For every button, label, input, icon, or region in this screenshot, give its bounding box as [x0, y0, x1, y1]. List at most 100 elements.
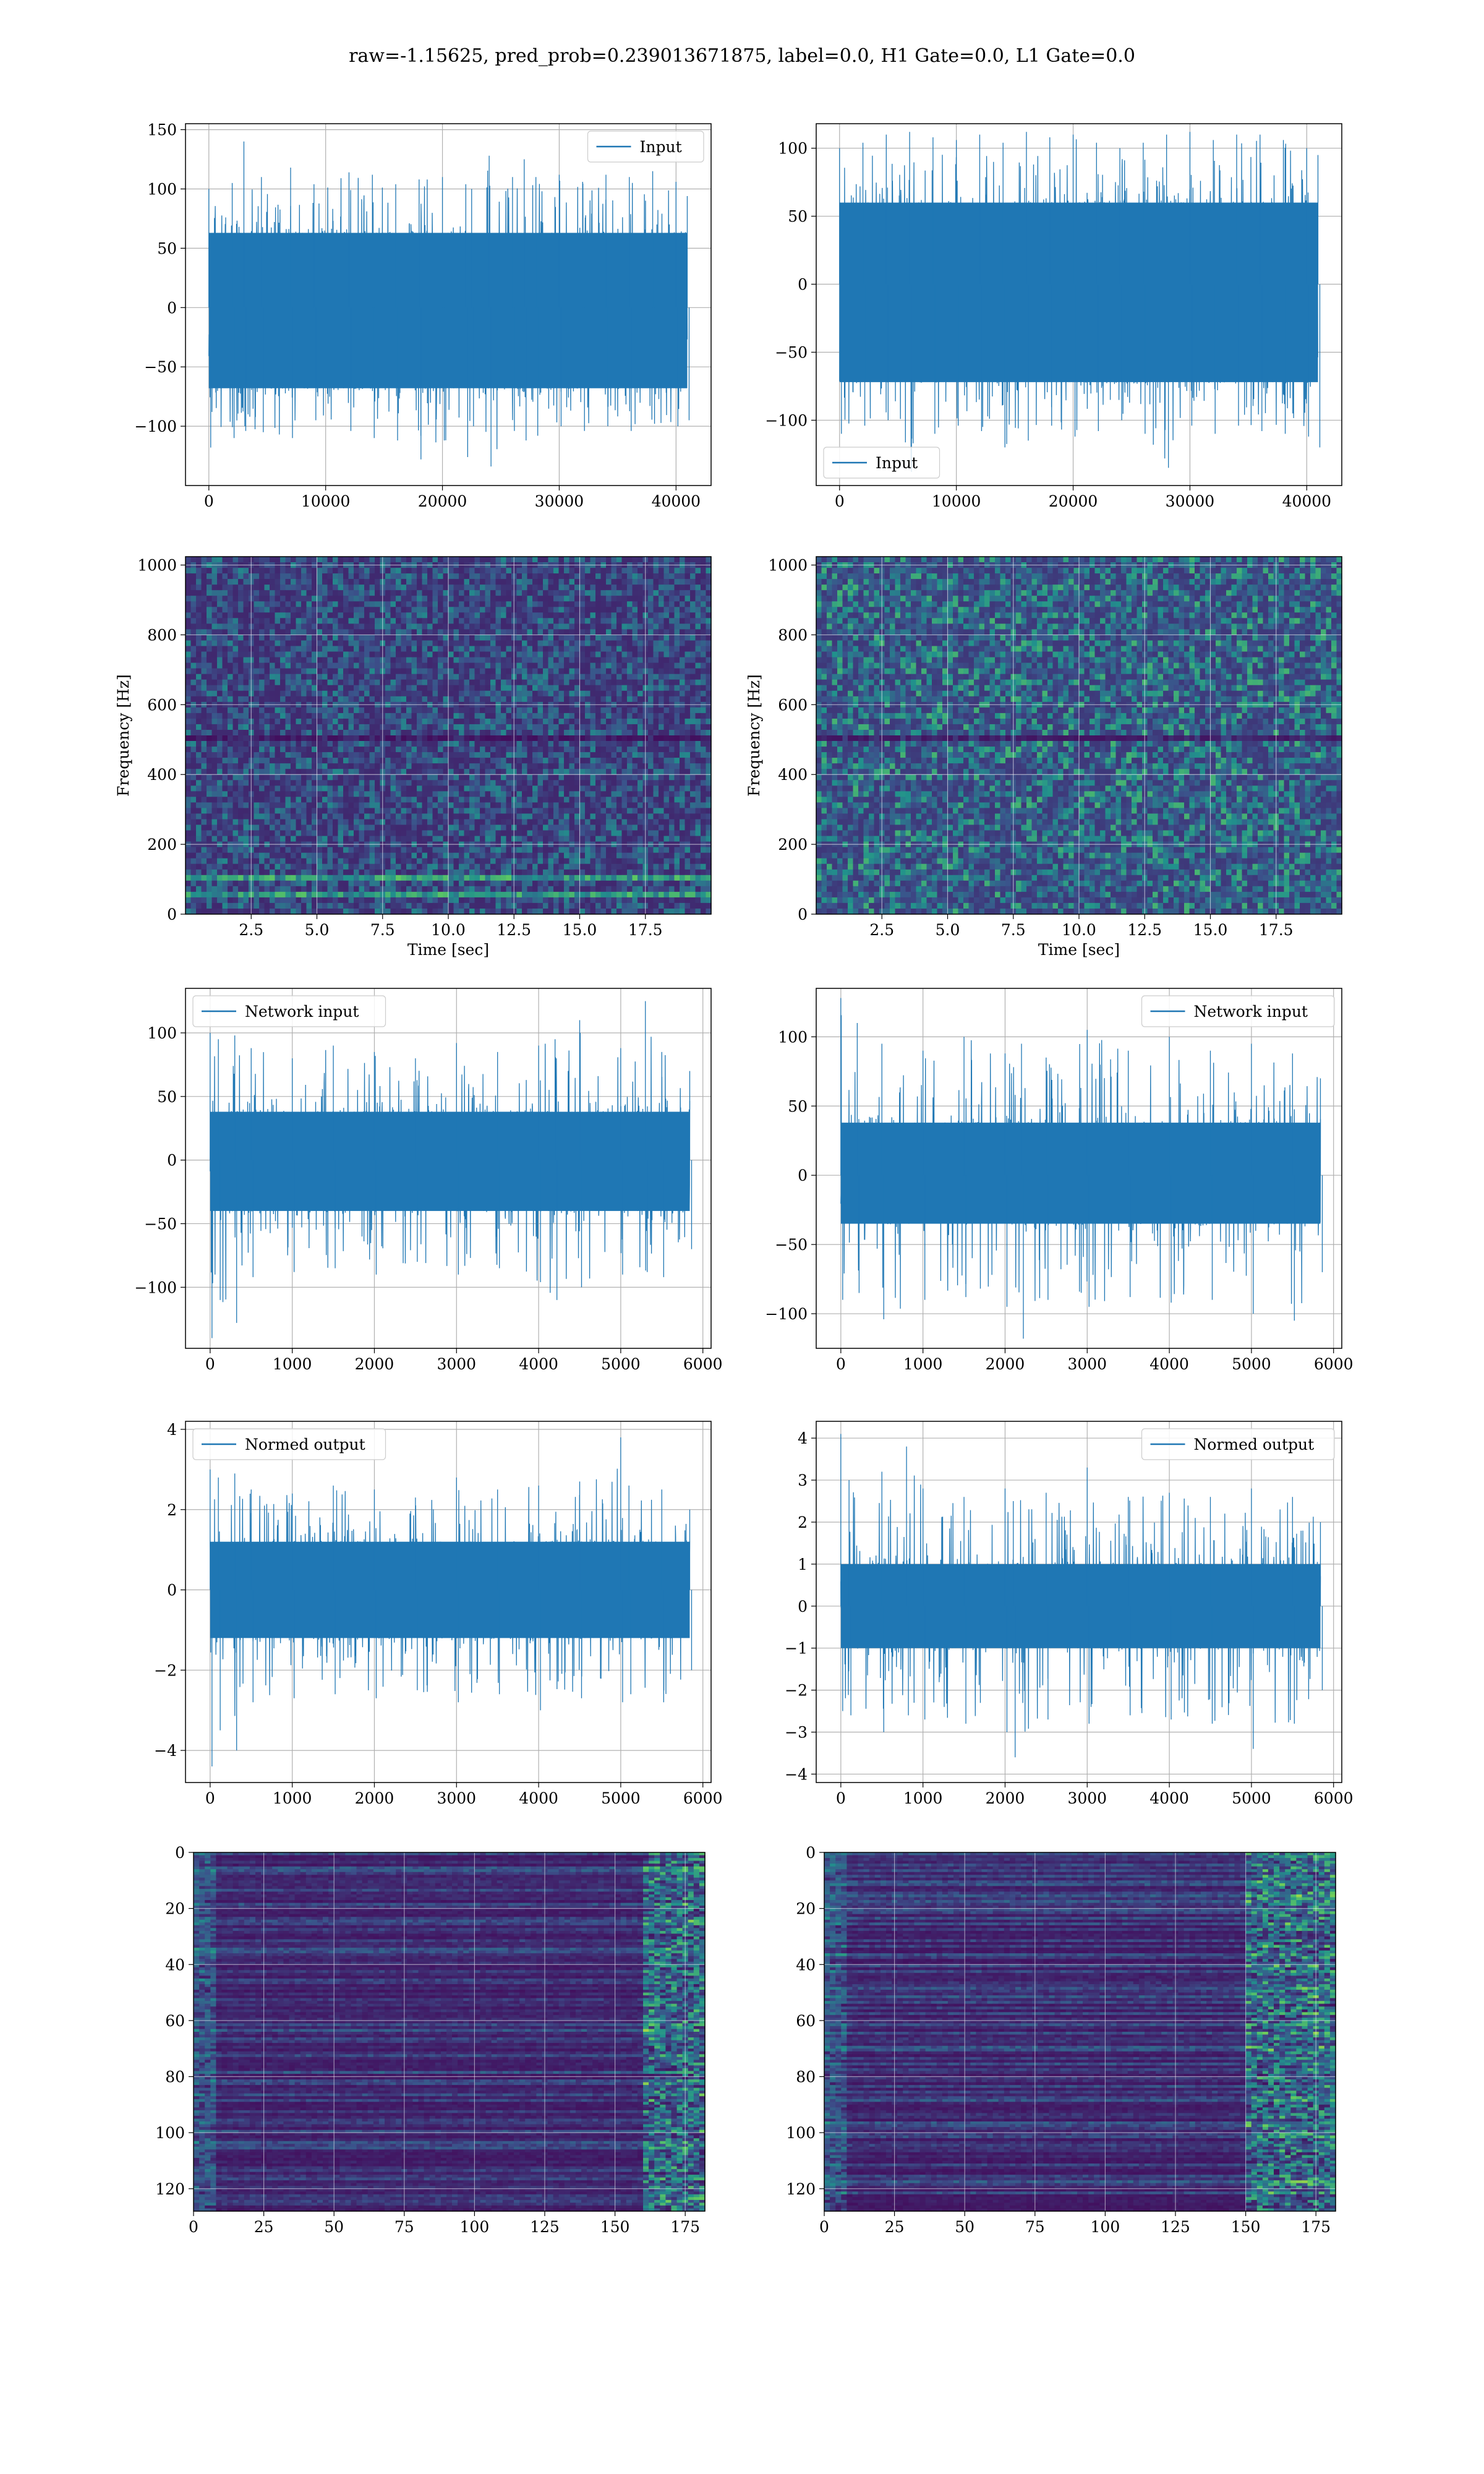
heatmap-cell: [186, 590, 191, 596]
heatmap-cell: [443, 629, 449, 635]
heatmap-cell: [275, 629, 281, 635]
heatmap-cell: [675, 646, 680, 653]
heatmap-cell: [564, 730, 569, 736]
heatmap-cell: [354, 629, 359, 635]
heatmap-cell: [438, 724, 443, 730]
heatmap-cell: [685, 763, 691, 769]
heatmap-cell: [680, 669, 685, 675]
heatmap-cell: [485, 623, 491, 630]
heatmap-cell: [648, 635, 654, 641]
heatmap-cell: [616, 735, 622, 742]
heatmap-cell: [475, 802, 480, 808]
heatmap-cell: [627, 663, 633, 669]
heatmap-cell: [548, 663, 554, 669]
heatmap-cell: [338, 680, 344, 686]
heatmap-cell: [349, 601, 354, 607]
heatmap-cell: [616, 758, 622, 764]
heatmap-cell: [532, 596, 538, 602]
heatmap-cell: [701, 808, 706, 814]
heatmap-cell: [654, 785, 659, 792]
heatmap-cell: [622, 752, 628, 758]
heatmap-cell: [490, 741, 496, 747]
heatmap-cell: [669, 685, 675, 691]
heatmap-cell: [280, 780, 286, 786]
heatmap-cell: [553, 557, 559, 563]
heatmap-cell: [217, 802, 223, 808]
heatmap-cell: [522, 741, 527, 747]
heatmap-cell: [417, 708, 422, 714]
heatmap-cell: [685, 813, 691, 820]
heatmap-cell: [401, 797, 407, 803]
heatmap-cell: [364, 813, 370, 820]
heatmap-cell: [401, 691, 407, 697]
heatmap-cell: [595, 568, 601, 574]
heatmap-cell: [633, 741, 638, 747]
heatmap-cell: [275, 785, 281, 792]
heatmap-cell: [638, 674, 643, 680]
heatmap-cell: [223, 685, 228, 691]
heatmap-cell: [286, 623, 291, 630]
heatmap-cell: [501, 763, 506, 769]
heatmap-cell: [669, 791, 675, 797]
heatmap-cell: [675, 635, 680, 641]
heatmap-cell: [370, 708, 375, 714]
heatmap-cell: [286, 825, 291, 831]
heatmap-cell: [422, 797, 428, 803]
heatmap-cell: [412, 557, 417, 563]
heatmap-cell: [317, 813, 323, 820]
heatmap-cell: [406, 696, 412, 703]
heatmap-cell: [485, 730, 491, 736]
heatmap-cell: [532, 601, 538, 607]
heatmap-cell: [638, 663, 643, 669]
heatmap-cell: [675, 741, 680, 747]
heatmap-cell: [706, 696, 712, 703]
heatmap-cell: [333, 785, 338, 792]
heatmap-cell: [469, 708, 475, 714]
heatmap-cell: [412, 680, 417, 686]
heatmap-cell: [591, 573, 596, 580]
heatmap-cell: [675, 813, 680, 820]
heatmap-cell: [564, 696, 569, 703]
heatmap-cell: [622, 657, 628, 664]
heatmap-cell: [438, 802, 443, 808]
heatmap-cell: [443, 663, 449, 669]
heatmap-cell: [612, 797, 617, 803]
heatmap-cell: [480, 730, 485, 736]
heatmap-cell: [438, 607, 443, 613]
heatmap-cell: [574, 747, 580, 753]
heatmap-cell: [485, 713, 491, 719]
heatmap-cell: [532, 785, 538, 792]
heatmap-cell: [522, 579, 527, 585]
heatmap-cell: [259, 641, 265, 647]
heatmap-cell: [506, 607, 512, 613]
heatmap-cell: [270, 785, 275, 792]
heatmap-cell: [417, 623, 422, 630]
heatmap-cell: [448, 802, 454, 808]
heatmap-cell: [307, 730, 312, 736]
heatmap-cell: [364, 763, 370, 769]
heatmap-cell: [690, 669, 696, 675]
heatmap-cell: [580, 573, 586, 580]
heatmap-cell: [501, 719, 506, 725]
heatmap-cell: [659, 646, 664, 653]
heatmap-cell: [186, 557, 191, 563]
heatmap-cell: [612, 579, 617, 585]
heatmap-cell: [480, 579, 485, 585]
heatmap-cell: [312, 724, 317, 730]
heatmap-cell: [375, 791, 380, 797]
heatmap-cell: [669, 680, 675, 686]
heatmap-cell: [464, 696, 470, 703]
heatmap-cell: [448, 769, 454, 775]
heatmap-cell: [532, 663, 538, 669]
heatmap-cell: [648, 669, 654, 675]
heatmap-cell: [375, 612, 380, 618]
heatmap-cell: [501, 752, 506, 758]
heatmap-cell: [627, 808, 633, 814]
heatmap-cell: [685, 641, 691, 647]
heatmap-cell: [207, 584, 212, 591]
heatmap-cell: [296, 708, 302, 714]
heatmap-cell: [412, 713, 417, 719]
heatmap-cell: [438, 791, 443, 797]
heatmap-cell: [669, 691, 675, 697]
heatmap-cell: [685, 696, 691, 703]
